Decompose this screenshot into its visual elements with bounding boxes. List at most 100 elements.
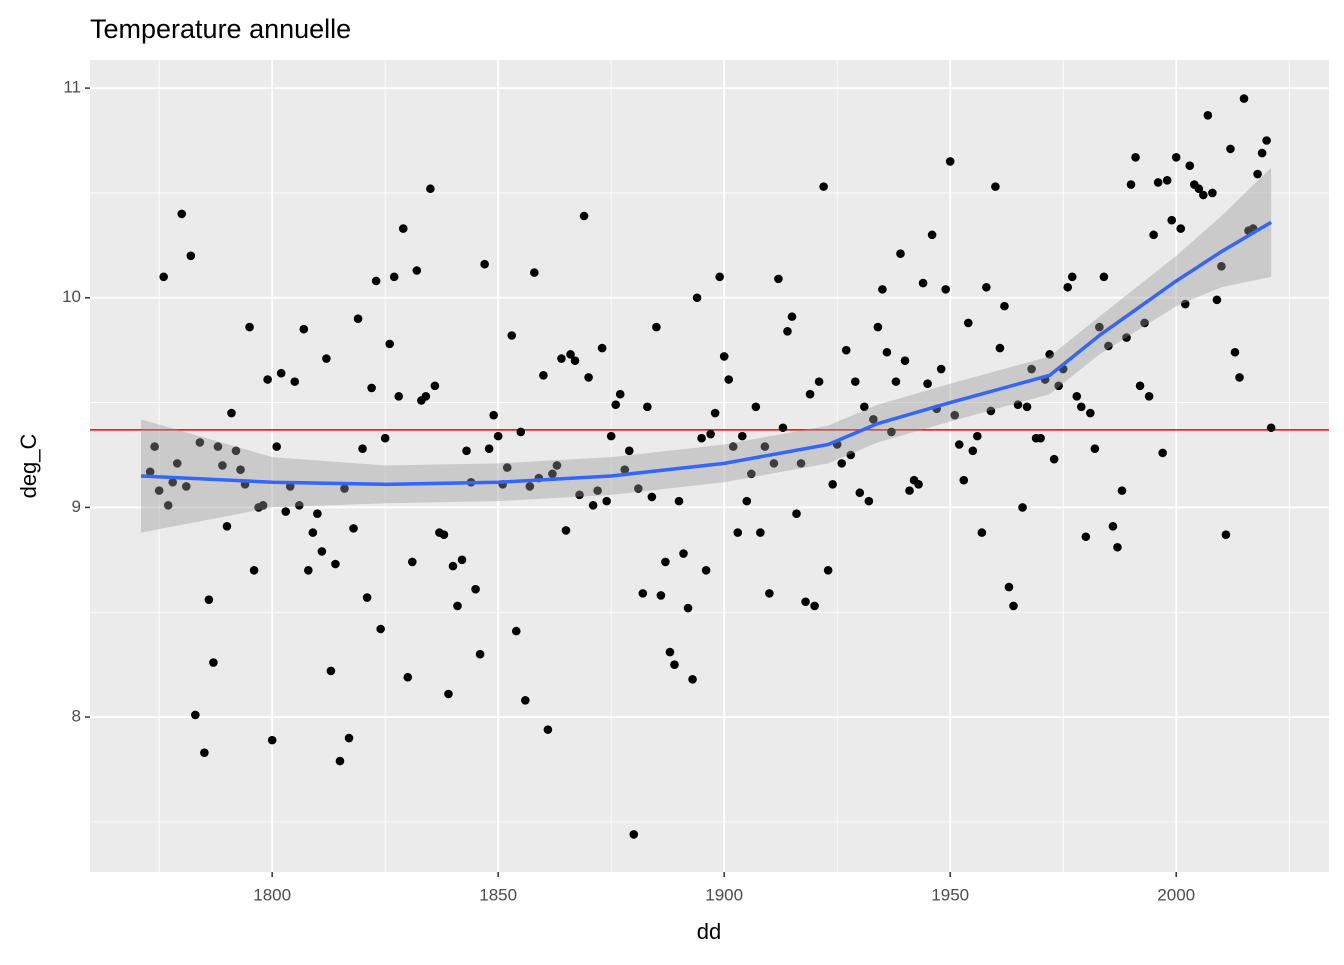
y-tick-label: 11 — [63, 78, 81, 97]
data-point — [1013, 400, 1023, 409]
data-point — [615, 389, 625, 399]
data-point — [439, 530, 449, 539]
data-point — [1009, 601, 1018, 611]
data-point — [683, 603, 693, 613]
data-point — [367, 383, 376, 393]
data-point — [697, 433, 706, 443]
data-point — [977, 528, 987, 537]
data-point — [882, 347, 892, 357]
data-point — [945, 157, 955, 166]
data-point — [407, 557, 417, 567]
data-point — [624, 446, 634, 456]
data-point — [701, 566, 711, 575]
data-point — [887, 427, 896, 437]
data-point — [299, 324, 309, 334]
data-point — [543, 725, 553, 734]
data-point — [1208, 188, 1217, 198]
data-point — [186, 251, 196, 261]
y-tick-label: 8 — [72, 707, 81, 726]
data-point — [561, 526, 571, 535]
data-point — [1090, 444, 1100, 454]
data-point — [294, 501, 304, 510]
data-point — [1113, 542, 1122, 552]
data-point — [900, 356, 910, 365]
data-point — [371, 276, 381, 286]
data-point — [204, 595, 214, 604]
data-point — [706, 429, 715, 439]
data-point — [453, 601, 462, 611]
data-point — [593, 486, 602, 495]
data-point — [1262, 136, 1271, 145]
data-point — [480, 259, 489, 269]
data-point — [331, 559, 340, 569]
x-tick-label: 2000 — [1157, 885, 1195, 904]
data-point — [602, 496, 611, 506]
data-point — [195, 438, 205, 447]
data-point — [213, 442, 223, 451]
data-point — [385, 339, 394, 349]
data-point — [1126, 180, 1136, 189]
data-point — [620, 465, 630, 474]
data-point — [335, 756, 345, 766]
data-point — [1018, 503, 1027, 512]
data-point — [389, 272, 399, 282]
data-point — [850, 377, 860, 386]
smooth-line — [140, 220, 1273, 487]
data-point — [1131, 152, 1140, 162]
data-point — [557, 354, 566, 363]
data-point — [1212, 295, 1222, 305]
data-point — [665, 647, 675, 657]
chart-title: Temperature annuelle — [90, 14, 351, 44]
data-point — [276, 368, 286, 378]
data-point — [1036, 433, 1045, 443]
data-point — [918, 278, 928, 288]
data-point — [597, 343, 607, 353]
data-point — [1140, 318, 1149, 328]
data-point — [421, 391, 431, 401]
data-point — [1162, 176, 1172, 185]
data-point — [837, 459, 847, 468]
data-point — [493, 431, 503, 441]
data-point — [941, 285, 950, 294]
data-point — [525, 482, 535, 491]
data-point — [936, 364, 946, 374]
data-point — [841, 345, 851, 355]
data-point — [751, 402, 761, 412]
data-point — [737, 431, 747, 441]
data-point — [656, 591, 666, 600]
data-point — [774, 274, 783, 284]
data-point — [145, 467, 155, 477]
data-point — [1054, 381, 1063, 391]
data-point — [891, 377, 901, 386]
data-point — [611, 400, 621, 409]
data-point — [579, 211, 589, 221]
data-point — [1063, 282, 1073, 292]
data-point — [1004, 582, 1014, 592]
data-point — [426, 184, 435, 194]
data-point — [1027, 364, 1036, 374]
data-point — [317, 547, 327, 556]
data-point — [1253, 169, 1262, 179]
data-point — [358, 444, 367, 454]
data-point — [200, 748, 209, 758]
data-point — [475, 649, 485, 659]
data-point — [584, 373, 593, 382]
data-point — [1149, 230, 1158, 240]
data-point — [719, 352, 729, 361]
data-point — [896, 249, 905, 259]
data-point — [715, 272, 724, 282]
data-point — [1167, 215, 1176, 225]
data-point — [661, 557, 670, 567]
data-point — [756, 528, 765, 537]
data-point — [769, 459, 779, 468]
data-point — [954, 440, 964, 449]
data-point — [1144, 391, 1154, 401]
y-axis-label: deg_C — [16, 433, 41, 498]
data-point — [588, 501, 598, 510]
data-point — [679, 549, 688, 558]
data-point — [995, 343, 1005, 353]
data-point — [1072, 391, 1082, 401]
x-tick-label: 1800 — [253, 885, 291, 904]
data-point — [1266, 423, 1276, 433]
